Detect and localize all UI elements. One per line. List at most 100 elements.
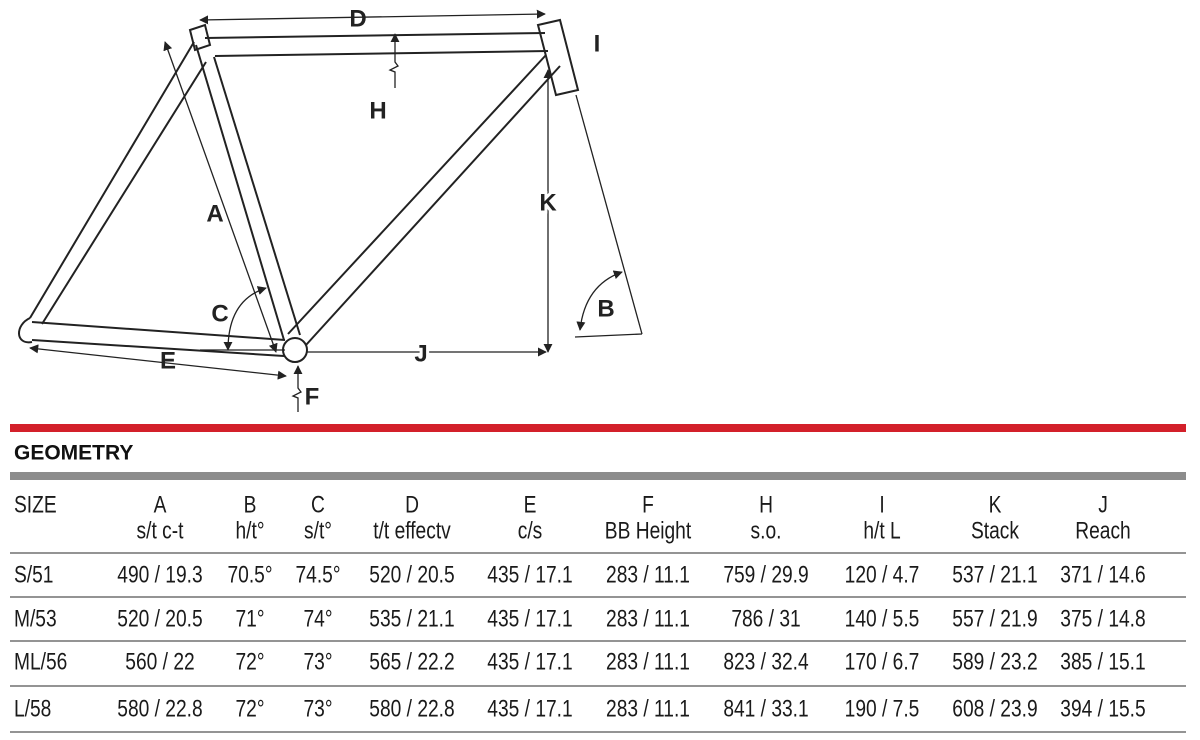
frame-line bbox=[291, 365, 303, 412]
dim-label: I bbox=[594, 30, 601, 57]
value-cell: 560 / 22 bbox=[125, 647, 194, 675]
frame-line bbox=[29, 41, 195, 319]
value-cell: 283 / 11.1 bbox=[606, 560, 690, 588]
frame-line bbox=[223, 286, 267, 351]
frame-line bbox=[41, 61, 207, 325]
value-cell: 375 / 14.8 bbox=[1060, 604, 1145, 632]
value-cell: 190 / 7.5 bbox=[845, 694, 920, 722]
frame-line bbox=[576, 270, 623, 331]
dim-label: D bbox=[349, 5, 366, 32]
value-cell: 72° bbox=[235, 694, 264, 722]
value-cell: 283 / 11.1 bbox=[606, 647, 690, 675]
section-title: GEOMETRY bbox=[14, 442, 133, 465]
frame-line bbox=[195, 44, 285, 341]
dim-label: F bbox=[305, 383, 320, 410]
value-cell: 589 / 23.2 bbox=[952, 647, 1037, 675]
header-name: s.o. bbox=[751, 516, 782, 544]
frame-line bbox=[305, 65, 561, 346]
header-name: Reach bbox=[1075, 516, 1130, 544]
header-name: BB Height bbox=[605, 516, 691, 544]
frame-line bbox=[575, 94, 643, 335]
frame-line bbox=[574, 333, 643, 338]
value-cell: 71° bbox=[235, 604, 264, 632]
frame-line bbox=[29, 344, 287, 380]
value-cell: 70.5° bbox=[227, 560, 272, 588]
red-divider bbox=[10, 424, 1186, 432]
header-letter: B bbox=[244, 490, 257, 518]
header-name: s/t° bbox=[304, 516, 332, 544]
dim-label: H bbox=[369, 97, 386, 124]
value-cell: 73° bbox=[303, 647, 332, 675]
header-letter: C bbox=[311, 490, 325, 518]
header-letter: E bbox=[524, 490, 537, 518]
table-text: SIZE As/t c-t Bh/t° Cs/t° Dt/t effectv Ec/s FB… bbox=[14, 490, 1146, 722]
value-cell: 74.5° bbox=[295, 560, 340, 588]
geometry-table: SIZE As/t c-t Bh/t° Cs/t° Dt/t effectv Ec/s FB… bbox=[10, 490, 1186, 733]
header-name: s/t c-t bbox=[137, 516, 184, 544]
header-cell: SIZE bbox=[14, 490, 57, 518]
dim-label: J bbox=[414, 340, 427, 367]
header-letter: F bbox=[642, 490, 654, 518]
dim-label: E bbox=[160, 347, 176, 374]
header-letter: K bbox=[989, 490, 1002, 518]
value-cell: 557 / 21.9 bbox=[952, 604, 1037, 632]
value-cell: 435 / 17.1 bbox=[487, 647, 572, 675]
value-cell: 385 / 15.1 bbox=[1060, 647, 1145, 675]
header-letter: D bbox=[405, 490, 419, 518]
gray-divider bbox=[10, 472, 1186, 480]
value-cell: 580 / 22.8 bbox=[117, 694, 202, 722]
frame-line bbox=[213, 56, 301, 336]
header-name: Stack bbox=[971, 516, 1019, 544]
frame-line bbox=[31, 339, 285, 357]
frame-line bbox=[204, 32, 546, 39]
dim-label: K bbox=[539, 189, 557, 216]
value-cell: 580 / 22.8 bbox=[369, 694, 454, 722]
value-cell: 535 / 21.1 bbox=[369, 604, 454, 632]
frame-line bbox=[199, 9, 546, 25]
header-letter: A bbox=[154, 490, 167, 518]
size-cell: L/58 bbox=[14, 694, 51, 722]
header-name: h/t° bbox=[235, 516, 264, 544]
frame-line bbox=[388, 33, 400, 88]
value-cell: 435 / 17.1 bbox=[487, 694, 572, 722]
frame-line bbox=[287, 54, 547, 335]
value-cell: 537 / 21.1 bbox=[952, 560, 1037, 588]
size-cell: M/53 bbox=[14, 604, 57, 632]
header-name: c/s bbox=[518, 516, 543, 544]
header-name: t/t effectv bbox=[373, 516, 451, 544]
value-cell: 759 / 29.9 bbox=[723, 560, 808, 588]
header-letter: I bbox=[879, 490, 884, 518]
size-cell: S/51 bbox=[14, 560, 53, 588]
value-cell: 283 / 11.1 bbox=[606, 694, 690, 722]
value-cell: 74° bbox=[303, 604, 332, 632]
value-cell: 608 / 23.9 bbox=[952, 694, 1037, 722]
bike-frame bbox=[18, 9, 643, 412]
bottom-bracket bbox=[282, 337, 308, 363]
dim-label: B bbox=[597, 295, 614, 322]
value-cell: 786 / 31 bbox=[731, 604, 800, 632]
dim-label: A bbox=[206, 200, 223, 227]
value-cell: 490 / 19.3 bbox=[117, 560, 202, 588]
value-cell: 435 / 17.1 bbox=[487, 604, 572, 632]
value-cell: 371 / 14.6 bbox=[1060, 560, 1145, 588]
frame-line bbox=[18, 317, 33, 344]
frame-line bbox=[31, 321, 286, 341]
dim-label: C bbox=[211, 300, 228, 327]
value-cell: 565 / 22.2 bbox=[369, 647, 454, 675]
value-cell: 520 / 20.5 bbox=[117, 604, 202, 632]
value-cell: 841 / 33.1 bbox=[723, 694, 808, 722]
value-cell: 435 / 17.1 bbox=[487, 560, 572, 588]
value-cell: 72° bbox=[235, 647, 264, 675]
frame-line bbox=[214, 50, 549, 57]
header-letter: H bbox=[759, 490, 773, 518]
header-letter: J bbox=[1098, 490, 1108, 518]
value-cell: 140 / 5.5 bbox=[845, 604, 920, 632]
value-cell: 73° bbox=[303, 694, 332, 722]
size-cell: ML/56 bbox=[14, 647, 67, 675]
value-cell: 823 / 32.4 bbox=[723, 647, 808, 675]
value-cell: 120 / 4.7 bbox=[845, 560, 920, 588]
value-cell: 170 / 6.7 bbox=[845, 647, 920, 675]
value-cell: 283 / 11.1 bbox=[606, 604, 690, 632]
value-cell: 394 / 15.5 bbox=[1060, 694, 1145, 722]
